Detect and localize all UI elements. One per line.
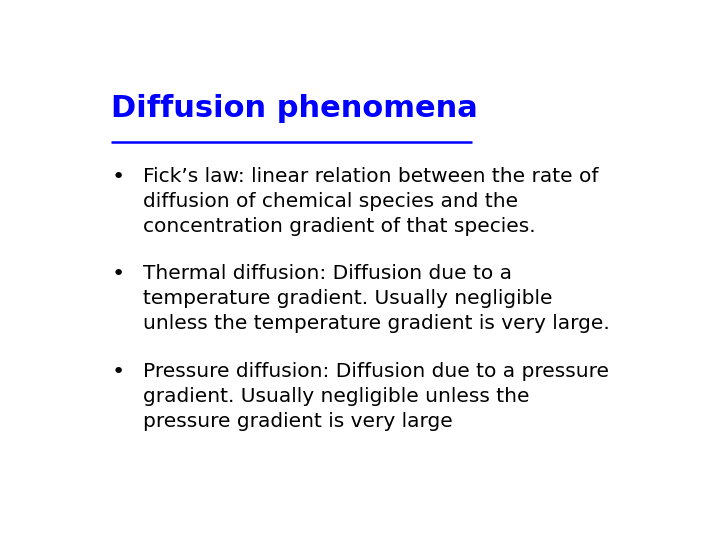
Text: •: • [111, 167, 125, 187]
Text: •: • [111, 265, 125, 285]
Text: Diffusion phenomena: Diffusion phenomena [111, 94, 478, 123]
Text: Pressure diffusion: Diffusion due to a pressure
gradient. Usually negligible unl: Pressure diffusion: Diffusion due to a p… [143, 362, 609, 431]
Text: Thermal diffusion: Diffusion due to a
temperature gradient. Usually negligible
u: Thermal diffusion: Diffusion due to a te… [143, 265, 610, 333]
Text: Fick’s law: linear relation between the rate of
diffusion of chemical species an: Fick’s law: linear relation between the … [143, 167, 598, 235]
Text: •: • [111, 362, 125, 382]
